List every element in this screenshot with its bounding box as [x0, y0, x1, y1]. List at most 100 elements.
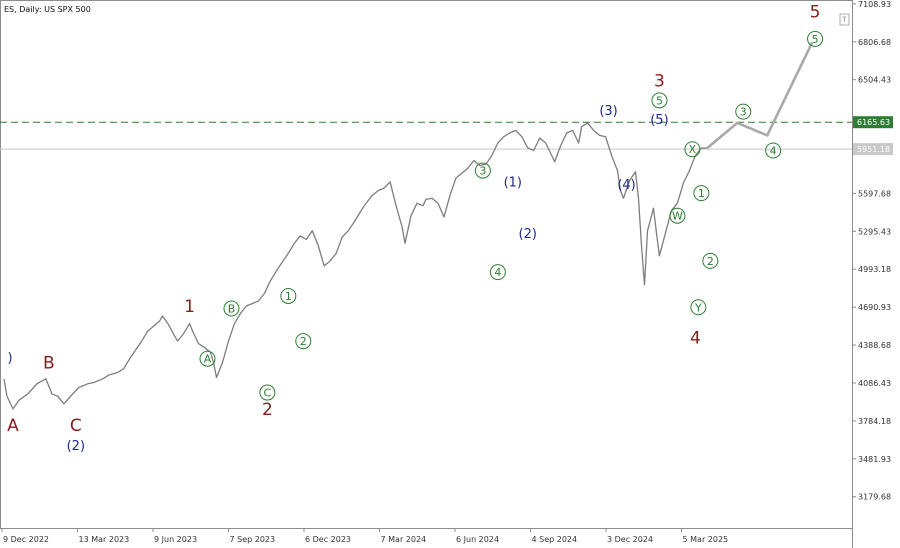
wave-circle-15 — [489, 264, 506, 281]
x-tick-label-9: 5 Mar 2025 — [683, 535, 729, 544]
y-tick-label-11: 7108.93 — [858, 0, 891, 9]
wave-text-28: 4 — [770, 144, 777, 157]
wave-circle-8 — [259, 384, 276, 401]
x-tick-label-7: 4 Sep 2024 — [532, 535, 578, 544]
wave-text-4: (2) — [67, 439, 85, 454]
wave-circle-23 — [669, 207, 686, 224]
wave-text-29: 5 — [812, 33, 819, 46]
y-tick-label-9: 6504.43 — [858, 76, 891, 85]
wave-label-29: 5 — [807, 30, 824, 47]
wave-circle-21 — [684, 141, 701, 158]
x-tick-label-2: 9 Jun 2023 — [154, 535, 197, 544]
wave-text-6: A — [204, 353, 212, 366]
wave-label-16: (3) — [599, 104, 617, 119]
time-axis: 9 Dec 2022 13 Mar 2023 9 Jun 2023 7 Sep 202… — [1, 528, 729, 544]
wave-text-7: B — [228, 303, 236, 316]
y-tick-label-7: 5295.43 — [858, 227, 891, 236]
wave-label-13: (1) — [504, 176, 522, 191]
y-tick-label-0: 3179.68 — [858, 493, 891, 502]
wave-label-6: A — [199, 350, 216, 367]
wave-label-2: B — [43, 353, 55, 373]
wave-label-9: 2 — [262, 400, 273, 420]
wave-text-19: (5) — [650, 113, 668, 128]
wave-circle-25 — [690, 299, 707, 316]
wave-label-18: 5 — [651, 92, 668, 109]
wave-label-27: 3 — [735, 103, 752, 120]
x-tick-label-3: 7 Sep 2023 — [230, 535, 276, 544]
wave-circle-10 — [280, 287, 297, 304]
x-tick-label-8: 3 Dec 2024 — [607, 535, 653, 544]
wave-label-30: 5 — [810, 2, 821, 22]
x-tick-label-5: 7 Mar 2024 — [381, 535, 427, 544]
wave-circle-6 — [199, 350, 216, 367]
wave-text-0: ) — [7, 351, 12, 366]
horizontal-levels: 6165.63 5951.18 — [0, 116, 893, 156]
wave-label-24: 2 — [702, 252, 719, 269]
chart-corner-button[interactable] — [839, 13, 850, 26]
wave-label-5: 1 — [184, 297, 195, 317]
wave-text-10: 1 — [285, 290, 292, 303]
wave-label-25: Y — [690, 299, 707, 316]
wave-text-11: 2 — [300, 335, 307, 348]
wave-circle-11 — [295, 333, 312, 350]
wave-circle-27 — [735, 103, 752, 120]
wave-label-0: ) — [7, 351, 12, 366]
wave-label-26: 4 — [690, 328, 701, 348]
price-axis: 3179.68 3481.93 3784.18 4086.43 4388.68 4690.… — [852, 0, 891, 502]
wave-text-3: C — [70, 416, 82, 436]
wave-circle-28 — [765, 142, 782, 159]
wave-label-23: W — [669, 207, 686, 224]
wave-label-15: 4 — [489, 264, 506, 281]
wave-label-3: C — [70, 416, 82, 436]
wave-label-7: B — [223, 300, 240, 317]
wave-text-20: (4) — [617, 178, 635, 193]
wave-label-19: (5) — [650, 113, 668, 128]
wave-text-18: 5 — [656, 94, 663, 107]
wave-text-17: 3 — [654, 71, 665, 91]
y-tick-label-4: 4388.68 — [858, 341, 891, 350]
x-tick-label-4: 6 Dec 2023 — [305, 535, 351, 544]
wave-circle-29 — [807, 30, 824, 47]
y-tick-label-1: 3481.93 — [858, 455, 891, 464]
wave-text-16: (3) — [599, 104, 617, 119]
wave-circle-7 — [223, 300, 240, 317]
wave-text-22: 1 — [698, 187, 705, 200]
wave-label-12: 3 — [474, 162, 491, 179]
wave-label-10: 1 — [280, 287, 297, 304]
wave-label-17: 3 — [654, 71, 665, 91]
symbol-title: ES, Daily: US SPX 500 — [4, 5, 91, 14]
wave-circle-24 — [702, 252, 719, 269]
wave-text-25: Y — [694, 301, 702, 314]
wave-text-30: 5 — [810, 2, 821, 22]
x-tick-label-0: 9 Dec 2022 — [3, 535, 49, 544]
wave-text-2: B — [43, 353, 55, 373]
wave-text-13: (1) — [504, 176, 522, 191]
wave-label-1: A — [7, 416, 19, 436]
y-tick-label-8: 5597.68 — [858, 189, 891, 198]
wave-text-23: W — [672, 210, 683, 223]
wave-label-14: (2) — [519, 227, 537, 242]
level-price-tag-1 — [853, 143, 893, 156]
y-tick-label-3: 4086.43 — [858, 379, 891, 388]
level-price-label-0: 6165.63 — [857, 118, 890, 127]
wave-label-8: C — [259, 384, 276, 401]
wave-circle-18 — [651, 92, 668, 109]
wave-text-27: 3 — [740, 106, 747, 119]
wave-text-15: 4 — [494, 266, 501, 279]
wave-text-26: 4 — [690, 328, 701, 348]
wave-text-9: 2 — [262, 400, 273, 420]
y-tick-label-5: 4690.93 — [858, 303, 891, 312]
wave-text-14: (2) — [519, 227, 537, 242]
wave-text-5: 1 — [184, 297, 195, 317]
wave-label-21: X — [684, 141, 701, 158]
y-tick-label-6: 4993.18 — [858, 265, 891, 274]
level-price-tag-0 — [853, 116, 893, 129]
wave-text-24: 2 — [707, 255, 714, 268]
wave-text-21: X — [689, 143, 697, 156]
wave-circle-22 — [693, 185, 710, 202]
wave-label-28: 4 — [765, 142, 782, 159]
wave-label-20: (4) — [617, 178, 635, 193]
forecast-line — [706, 42, 814, 149]
wave-label-22: 1 — [693, 185, 710, 202]
